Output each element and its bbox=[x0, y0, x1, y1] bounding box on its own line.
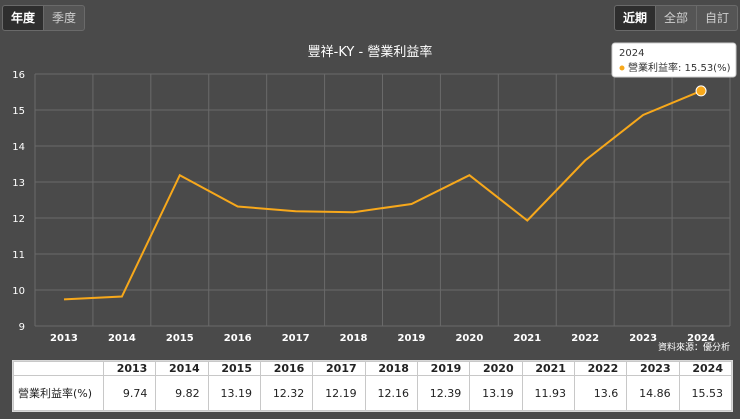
table-value-cell: 13.19 bbox=[469, 375, 523, 411]
tooltip-series-marker bbox=[619, 65, 625, 71]
table-year-header: 2023 bbox=[626, 361, 680, 376]
source-label: 資料來源：優分析 bbox=[658, 341, 730, 353]
tooltip-title: 2024 bbox=[619, 48, 644, 59]
tab-annual[interactable]: 年度 bbox=[2, 5, 45, 31]
tab-recent[interactable]: 近期 bbox=[613, 5, 656, 31]
table-year-header: 2017 bbox=[312, 361, 366, 376]
y-tick-label: 9 bbox=[19, 322, 25, 333]
table-value-cell: 13.6 bbox=[573, 375, 628, 411]
table-value-cell: 9.82 bbox=[155, 375, 209, 411]
table-year-header: 2019 bbox=[416, 361, 471, 376]
tooltip-box bbox=[611, 42, 737, 78]
table-year-header: 2018 bbox=[364, 361, 418, 376]
x-tick-label: 2021 bbox=[513, 333, 541, 344]
table-value-cell: 14.86 bbox=[626, 375, 680, 411]
x-tick-label: 2024 bbox=[687, 333, 715, 344]
table-value-cell: 12.39 bbox=[416, 375, 471, 411]
table-year-header: 2016 bbox=[259, 361, 314, 376]
table-row: 營業利益率(%) 9.74 9.82 13.19 12.32 12.19 12.16 12.… bbox=[13, 375, 733, 411]
table-year-header: 2020 bbox=[469, 361, 523, 376]
y-tick-label: 12 bbox=[12, 214, 25, 225]
table-corner-cell bbox=[13, 361, 104, 376]
range-toggle: 近期 全部 自訂 bbox=[613, 5, 738, 31]
x-tick-label: 2015 bbox=[166, 333, 194, 344]
table-value-cell: 12.19 bbox=[312, 375, 366, 411]
x-tick-label: 2018 bbox=[340, 333, 368, 344]
table-year-header: 2021 bbox=[521, 361, 575, 376]
tab-quarterly[interactable]: 季度 bbox=[43, 5, 86, 31]
y-tick-label: 15 bbox=[12, 106, 25, 117]
tab-custom[interactable]: 自訂 bbox=[695, 5, 738, 31]
x-tick-label: 2022 bbox=[571, 333, 599, 344]
line-chart: 豐祥-KY - 營業利益率 9 10 11 12 13 14 15 16 2013 2014 2015… bbox=[12, 42, 737, 353]
table-value-cell: 15.53 bbox=[678, 375, 733, 411]
y-tick-label: 14 bbox=[12, 142, 25, 153]
x-tick-label: 2019 bbox=[398, 333, 426, 344]
x-tick-label: 2020 bbox=[455, 333, 483, 344]
chart-title: 豐祥-KY - 營業利益率 bbox=[308, 44, 433, 60]
table-year-header: 2015 bbox=[207, 361, 261, 376]
table-value-cell: 12.16 bbox=[364, 375, 418, 411]
x-tick-label: 2017 bbox=[282, 333, 310, 344]
x-tick-label: 2016 bbox=[224, 333, 252, 344]
table-value-cell: 11.93 bbox=[521, 375, 575, 411]
y-tick-label: 11 bbox=[12, 250, 25, 261]
x-tick-label: 2014 bbox=[108, 333, 136, 344]
x-tick-label: 2013 bbox=[50, 333, 78, 344]
table-header-row: 2013 2014 2015 2016 2017 2018 2019 2020 2021 2022… bbox=[13, 361, 733, 376]
highlighted-data-point bbox=[695, 85, 707, 97]
table-year-header: 2014 bbox=[155, 361, 209, 376]
x-tick-label: 2023 bbox=[629, 333, 657, 344]
table-year-header: 2024 bbox=[678, 361, 733, 376]
table-year-header: 2022 bbox=[573, 361, 628, 376]
table-value-cell: 9.74 bbox=[102, 375, 157, 411]
series-line bbox=[63, 89, 702, 301]
table-value-cell: 12.32 bbox=[259, 375, 314, 411]
y-tick-label: 10 bbox=[12, 286, 25, 297]
table-row-label: 營業利益率(%) bbox=[13, 375, 104, 411]
table-year-header: 2013 bbox=[102, 361, 157, 376]
data-table: 2013 2014 2015 2016 2017 2018 2019 2020 2021 2022… bbox=[12, 360, 733, 412]
y-tick-label: 13 bbox=[12, 178, 25, 189]
tooltip-text: 營業利益率: 15.53(%) bbox=[628, 61, 731, 74]
table-value-cell: 13.19 bbox=[207, 375, 261, 411]
period-toggle: 年度 季度 bbox=[2, 5, 86, 31]
y-tick-label: 16 bbox=[12, 70, 25, 81]
